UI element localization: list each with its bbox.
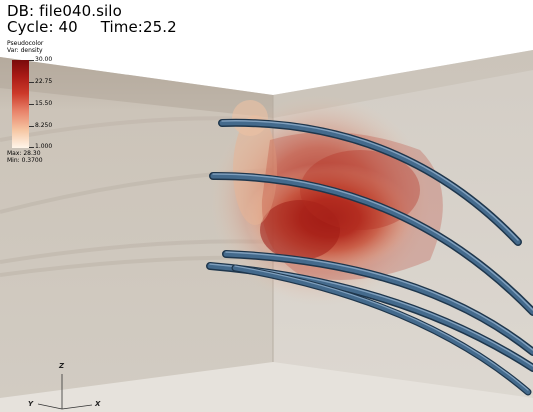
legend-tick-label: 1.000 <box>35 143 53 150</box>
db-file-name: file040.silo <box>39 2 122 20</box>
legend-tick-label: 15.50 <box>35 100 53 107</box>
legend-tick-mark <box>29 82 34 83</box>
db-file-label: DB: file040.silo <box>7 3 122 19</box>
legend-tick-label: 22.75 <box>35 78 53 85</box>
legend-range: Max: 28.30 Min: 0.3700 <box>7 150 43 164</box>
legend-min: Min: 0.3700 <box>7 156 43 164</box>
left-wall-top-band <box>0 57 273 118</box>
axis-triad <box>37 374 93 410</box>
db-label: DB: <box>7 2 35 20</box>
legend-title: Pseudocolor Var: density <box>7 40 44 54</box>
tube-3 <box>222 250 533 356</box>
floor-plane <box>0 362 533 412</box>
tube-1 <box>218 118 522 246</box>
z-axis-label: Z <box>59 362 65 370</box>
legend-tick-mark <box>29 60 34 61</box>
cycle-value: 40 <box>58 18 78 36</box>
legend-tick-mark <box>29 147 34 148</box>
legend-tick-mark <box>29 104 34 105</box>
legend-variable: Var: density <box>7 46 43 54</box>
left-wall-plane <box>0 57 273 412</box>
time-label: Time:25.2 <box>100 18 177 36</box>
legend-colorbar <box>12 60 29 148</box>
streamline-tubes <box>206 118 533 396</box>
cycle-label: Cycle: <box>7 18 54 36</box>
cycle-time-label: Cycle: 40 Time:25.2 <box>7 19 177 35</box>
legend-tick-label: 30.00 <box>35 56 53 63</box>
legend-max: Max: 28.30 <box>7 150 41 157</box>
tube-5 <box>231 264 532 396</box>
x-axis-label: X <box>95 400 101 408</box>
tube-2 <box>209 171 533 316</box>
legend-tick-label: 8.250 <box>35 122 53 129</box>
legend-tick-mark <box>29 126 34 127</box>
legend-plot-type: Pseudocolor <box>7 40 44 47</box>
y-axis-label: Y <box>28 400 34 408</box>
